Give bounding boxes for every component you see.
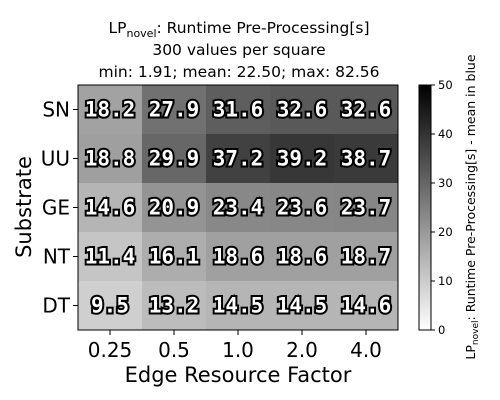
cell-value-label: 9.5 bbox=[91, 294, 129, 318]
cell-value-label: 18.6 bbox=[277, 245, 328, 269]
heatmap-cell-NT-0.5 bbox=[142, 232, 207, 282]
cell-value-label: 18.8 bbox=[85, 147, 136, 171]
heatmap-cell-DT-1.0 bbox=[206, 281, 271, 331]
heatmap-cell-NT-4.0 bbox=[334, 232, 399, 282]
x-ticks: 0.25 0.5 1.0 2.0 4.0 bbox=[88, 330, 382, 362]
cell-value-label: 38.7 bbox=[341, 147, 392, 171]
heatmap-cells: 18.2 27.9 31.6 32.6 32.6 18.8 29.9 37.2 39.2 38.7… bbox=[78, 85, 399, 331]
colorbar-tick-label: 20 bbox=[438, 225, 453, 239]
cell-value-label: 37.2 bbox=[213, 147, 264, 171]
heatmap-cell-SN-0.25 bbox=[78, 85, 143, 135]
x-tick-label: 1.0 bbox=[222, 338, 254, 362]
cell-value-label: 23.7 bbox=[341, 196, 392, 220]
heatmap-cell-DT-4.0 bbox=[334, 281, 399, 331]
colorbar-tick-label: 40 bbox=[438, 127, 453, 141]
heatmap-cell-DT-2.0 bbox=[270, 281, 335, 331]
cell-value-label: 23.4 bbox=[213, 196, 264, 220]
y-tick-label: UU bbox=[41, 147, 70, 171]
heatmap-cell-SN-0.5 bbox=[142, 85, 207, 135]
heatmap-cell-UU-0.25 bbox=[78, 134, 143, 184]
title-line-1: LPnovel: Runtime Pre-Processing[s] bbox=[108, 19, 369, 40]
chart-title: LPnovel: Runtime Pre-Processing[s] 300 v… bbox=[99, 19, 380, 81]
heatmap-cell-GE-1.0 bbox=[206, 183, 271, 233]
cell-value-label: 14.6 bbox=[85, 196, 136, 220]
cell-value-label: 27.9 bbox=[149, 98, 200, 122]
cell-value-label: 14.6 bbox=[341, 294, 392, 318]
heatmap-cell-SN-1.0 bbox=[206, 85, 271, 135]
colorbar-tick-label: 50 bbox=[438, 78, 453, 92]
x-tick-label: 4.0 bbox=[350, 338, 382, 362]
y-tick-label: DT bbox=[42, 294, 70, 318]
cell-value-label: 23.6 bbox=[277, 196, 328, 220]
heatmap-cell-NT-1.0 bbox=[206, 232, 271, 282]
heatmap-cell-UU-1.0 bbox=[206, 134, 271, 184]
heatmap-cell-DT-0.25 bbox=[78, 281, 143, 331]
cell-value-label: 39.2 bbox=[277, 147, 328, 171]
cell-value-label: 20.9 bbox=[149, 196, 200, 220]
y-tick-label: GE bbox=[42, 196, 70, 220]
heatmap-cell-UU-0.5 bbox=[142, 134, 207, 184]
heatmap-cell-NT-2.0 bbox=[270, 232, 335, 282]
title-line-2: 300 values per square bbox=[152, 41, 325, 59]
cell-value-label: 32.6 bbox=[277, 98, 328, 122]
y-axis-label: Substrate bbox=[12, 156, 36, 258]
y-ticks: SN UU GE NT DT bbox=[41, 98, 78, 318]
cell-value-label: 29.9 bbox=[149, 147, 200, 171]
colorbar-tick-label: 10 bbox=[438, 274, 453, 288]
cell-value-label: 11.4 bbox=[85, 245, 136, 269]
heatmap-cell-SN-2.0 bbox=[270, 85, 335, 135]
heatmap-cell-NT-0.25 bbox=[78, 232, 143, 282]
colorbar-label: LPnovel: Runtime Pre-Processing[s] - mea… bbox=[463, 54, 481, 359]
x-tick-label: 0.5 bbox=[158, 338, 190, 362]
heatmap-cell-GE-0.5 bbox=[142, 183, 207, 233]
heatmap-cell-GE-0.25 bbox=[78, 183, 143, 233]
cell-value-label: 14.5 bbox=[213, 294, 264, 318]
cell-value-label: 18.2 bbox=[85, 98, 136, 122]
x-axis-label: Edge Resource Factor bbox=[125, 363, 352, 387]
cell-value-label: 14.5 bbox=[277, 294, 328, 318]
colorbar-tick-label: 0 bbox=[438, 323, 445, 337]
colorbar-ticks: 0 10 20 30 40 50 bbox=[431, 78, 453, 337]
heatmap-cell-UU-4.0 bbox=[334, 134, 399, 184]
cell-value-label: 31.6 bbox=[213, 98, 264, 122]
cell-value-label: 13.2 bbox=[149, 294, 200, 318]
cell-value-label: 18.6 bbox=[213, 245, 264, 269]
title-line-3: min: 1.91; mean: 22.50; max: 82.56 bbox=[99, 63, 380, 81]
colorbar-tick-label: 30 bbox=[438, 176, 453, 190]
colorbar bbox=[418, 84, 432, 331]
cell-value-label: 32.6 bbox=[341, 98, 392, 122]
cell-value-label: 18.7 bbox=[341, 245, 392, 269]
y-tick-label: NT bbox=[43, 245, 71, 269]
heatmap-cell-GE-2.0 bbox=[270, 183, 335, 233]
cell-value-label: 16.1 bbox=[149, 245, 200, 269]
heatmap-cell-UU-2.0 bbox=[270, 134, 335, 184]
heatmap-cell-GE-4.0 bbox=[334, 183, 399, 233]
x-tick-label: 0.25 bbox=[88, 338, 133, 362]
x-tick-label: 2.0 bbox=[286, 338, 318, 362]
y-tick-label: SN bbox=[42, 98, 70, 122]
heatmap-cell-SN-4.0 bbox=[334, 85, 399, 135]
heatmap-cell-DT-0.5 bbox=[142, 281, 207, 331]
